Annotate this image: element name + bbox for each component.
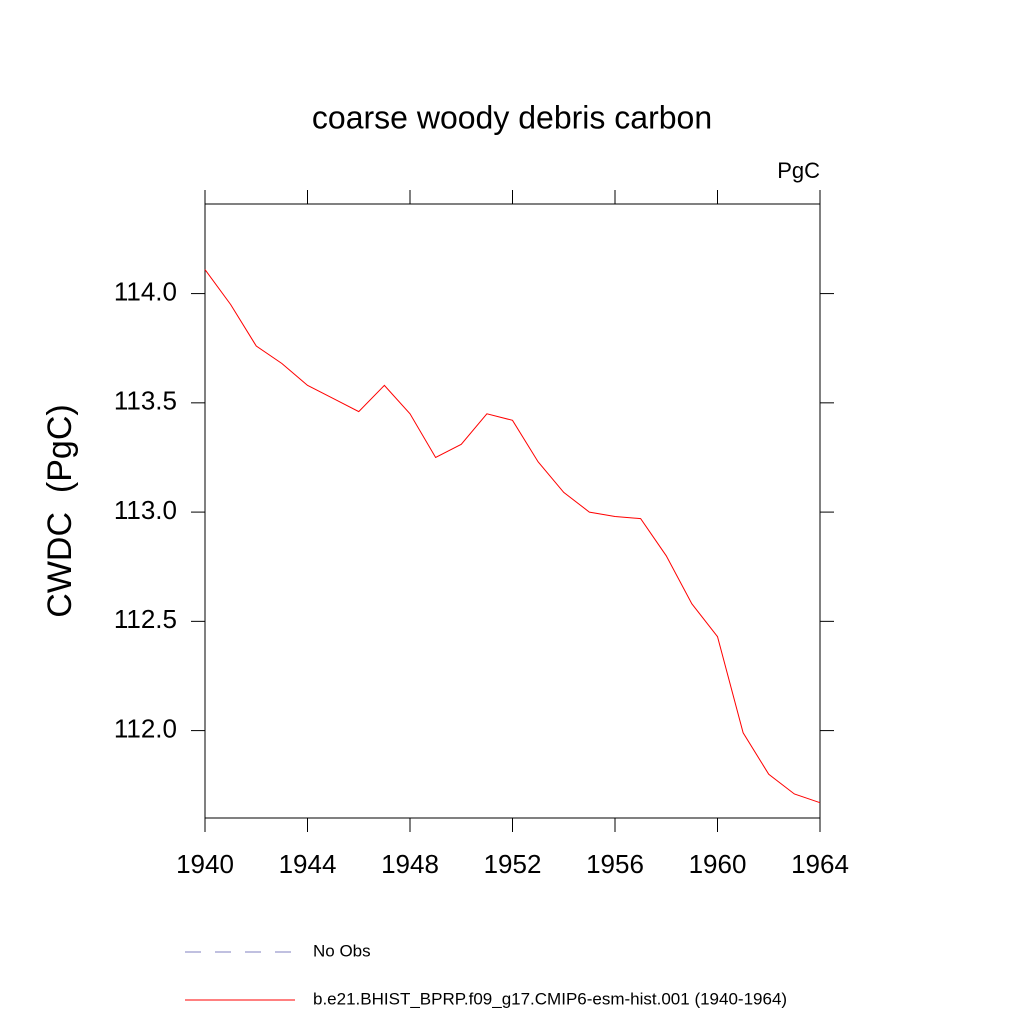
data-line xyxy=(204,269,821,804)
x-tick-label: 1964 xyxy=(791,849,849,879)
x-tick-label: 1956 xyxy=(586,849,644,879)
y-tick-label: 112.5 xyxy=(114,604,177,634)
y-tick-label: 113.5 xyxy=(114,386,177,416)
x-tick-label: 1940 xyxy=(176,849,234,879)
x-tick-label: 1952 xyxy=(484,849,542,879)
units-label: PgC xyxy=(777,158,820,183)
y-tick-label: 112.0 xyxy=(114,713,177,743)
legend-label: b.e21.BHIST_BPRP.f09_g17.CMIP6-esm-hist.… xyxy=(313,989,787,1008)
x-tick-label: 1944 xyxy=(279,849,337,879)
legend-label: No Obs xyxy=(313,941,371,960)
x-tick-label: 1948 xyxy=(381,849,439,879)
chart-title: coarse woody debris carbon xyxy=(312,99,712,135)
y-axis-label: CWDC (PgC) xyxy=(41,404,79,617)
x-tick-label: 1960 xyxy=(689,849,747,879)
y-tick-label: 113.0 xyxy=(114,495,177,525)
y-tick-label: 114.0 xyxy=(114,276,177,306)
